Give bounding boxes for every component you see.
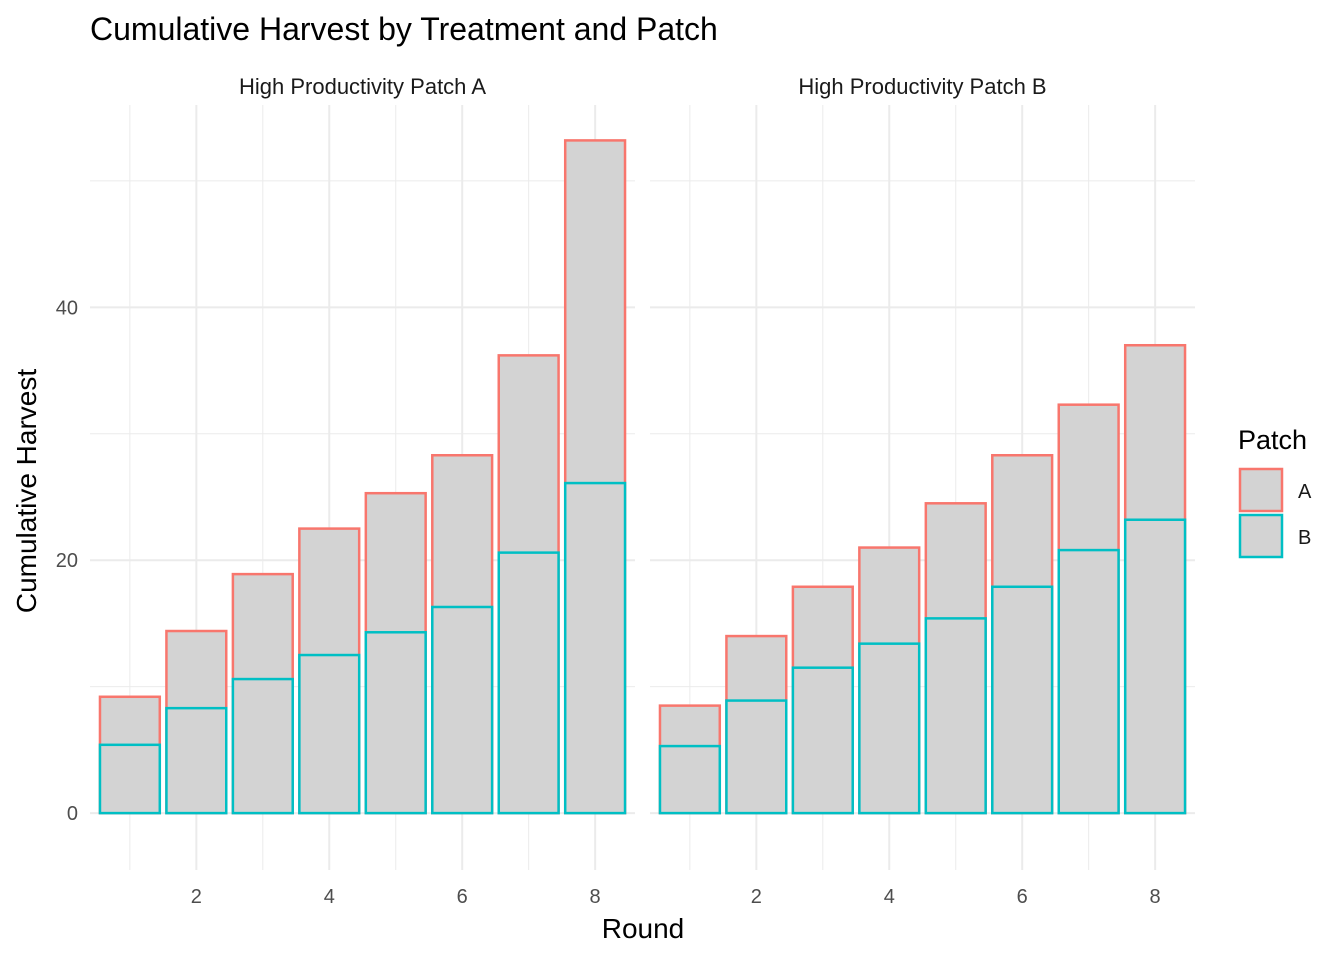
- legend-label-A: A: [1298, 481, 1312, 503]
- y-tick-label: 40: [56, 297, 78, 319]
- bar-B-round-8: [1123, 518, 1187, 815]
- bar-B-round-1: [658, 744, 722, 815]
- x-tick-label: 4: [324, 886, 335, 908]
- bar-B-round-6: [431, 605, 494, 815]
- x-tick-label: 2: [191, 886, 202, 908]
- facet-strip-label: High Productivity Patch A: [239, 74, 486, 99]
- chart-title: Cumulative Harvest by Treatment and Patc…: [90, 11, 718, 47]
- bar-B-round-7: [497, 551, 560, 815]
- bar-B-round-7: [1057, 548, 1120, 815]
- x-axis-label: Round: [602, 913, 685, 944]
- x-tick-label: 6: [457, 886, 468, 908]
- bar-B-round-1: [98, 743, 162, 815]
- bar-B-round-6: [991, 585, 1054, 815]
- legend-title: Patch: [1238, 425, 1307, 455]
- x-tick-label: 8: [1150, 886, 1161, 908]
- bar-B-round-5: [364, 631, 427, 815]
- bar-B-round-5: [924, 617, 987, 815]
- bar-B-round-4: [858, 642, 921, 815]
- y-tick-label: 0: [67, 803, 78, 825]
- bar-B-round-3: [791, 666, 854, 815]
- legend-key-A: [1238, 467, 1284, 513]
- y-tick-label: 20: [56, 550, 78, 572]
- legend-key-B: [1238, 513, 1284, 559]
- x-tick-label: 2: [751, 886, 762, 908]
- facet-strip-label: High Productivity Patch B: [798, 74, 1046, 99]
- facet-panel-2: High Productivity Patch B 2 4 6 8: [650, 74, 1195, 908]
- facet-panel-1: High Productivity Patch A 2 4 6 8 0 20 40: [56, 74, 635, 908]
- x-tick-label: 6: [1017, 886, 1028, 908]
- x-tick-label: 8: [590, 886, 601, 908]
- legend: Patch A B: [1238, 425, 1312, 559]
- bar-B-round-2: [725, 699, 788, 815]
- bar-B-round-2: [165, 706, 228, 815]
- bar-B-round-3: [231, 677, 294, 815]
- x-tick-label: 4: [884, 886, 895, 908]
- bar-B-round-4: [298, 653, 361, 815]
- bar-B-round-8: [563, 481, 627, 815]
- y-axis-label: Cumulative Harvest: [11, 369, 42, 614]
- legend-label-B: B: [1298, 527, 1311, 549]
